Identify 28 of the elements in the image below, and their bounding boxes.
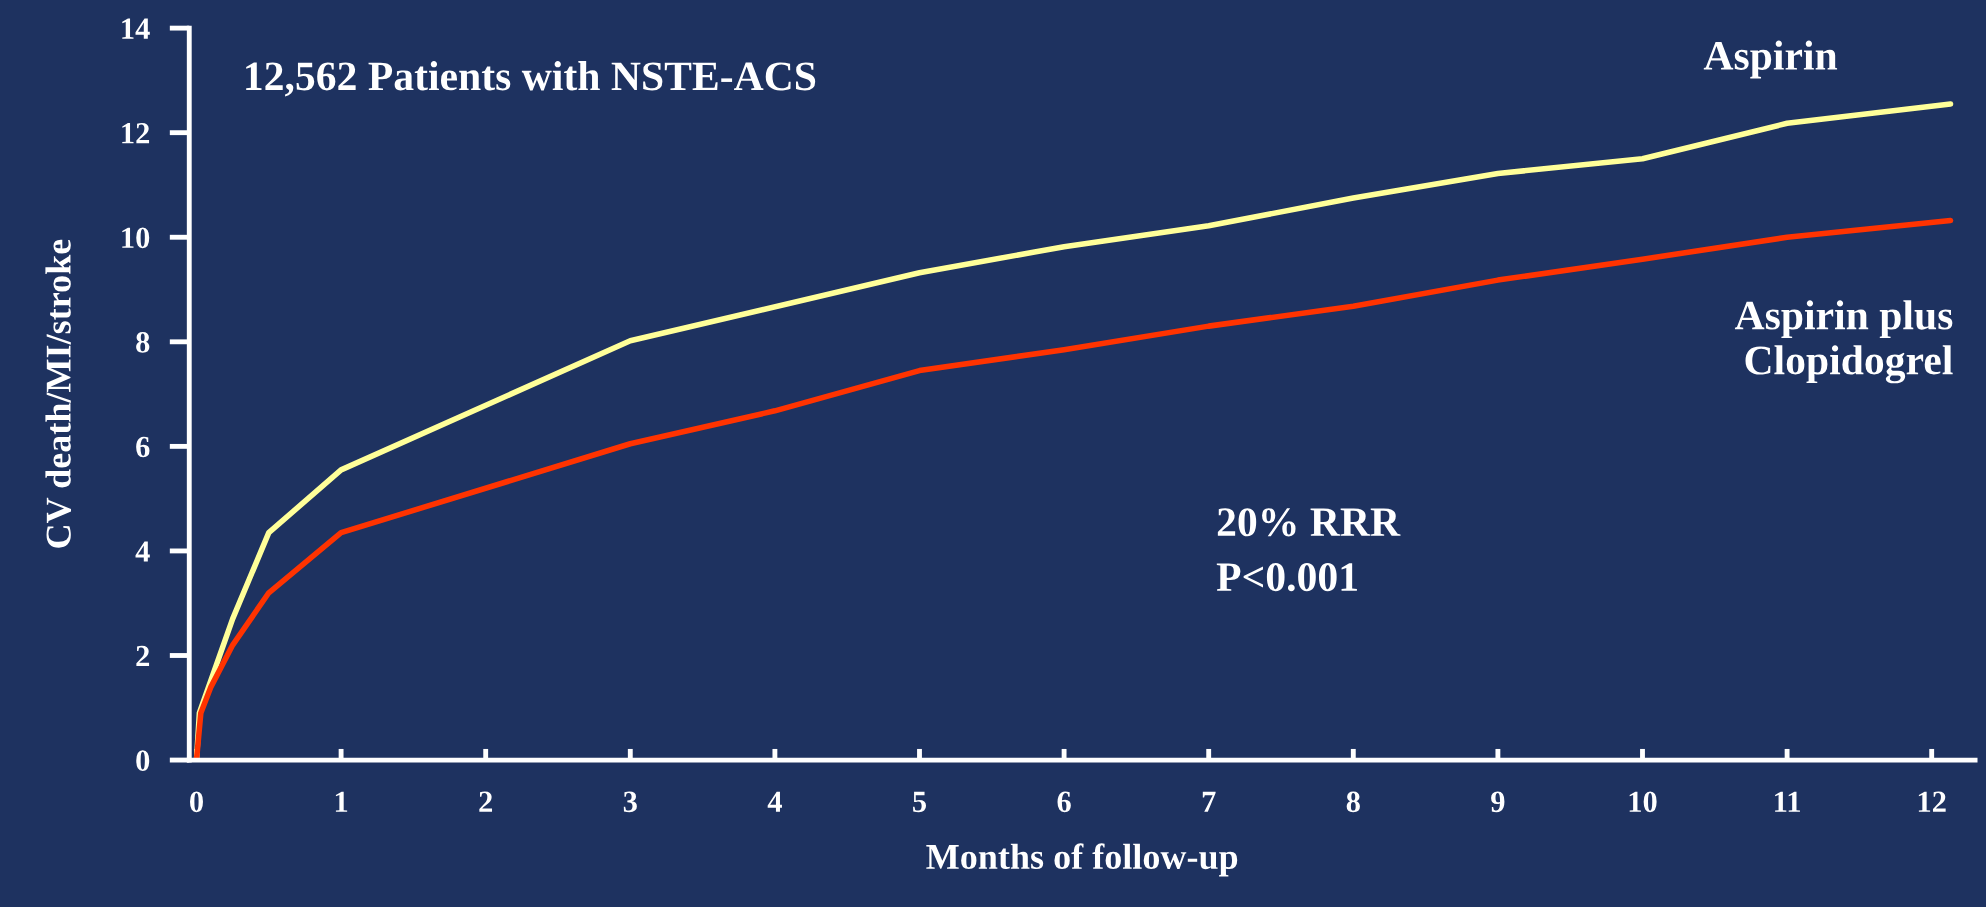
y-tick-label: 8	[136, 332, 150, 353]
x-tick-label: 1	[335, 791, 348, 812]
y-axis-title: CV death/MI/stroke	[45, 239, 72, 548]
y-tick-label: 4	[135, 541, 150, 562]
x-tick-label: 7	[1202, 791, 1216, 812]
y-tick-label: 14	[122, 18, 150, 39]
x-tick-label: 10	[1629, 791, 1657, 813]
x-tick-label: 12	[1918, 791, 1946, 812]
y-tick-label: 0	[136, 750, 150, 771]
x-tick-label: 4	[767, 791, 782, 812]
annotation: P<0.001	[1216, 563, 1357, 592]
series-label: Aspirin	[1703, 40, 1838, 79]
x-tick-label: 3	[623, 791, 637, 813]
y-tick-label: 6	[136, 436, 150, 458]
x-tick-label: 11	[1775, 791, 1800, 812]
x-tick-label: 0	[190, 791, 203, 813]
annotation: 20% RRR	[1217, 508, 1401, 537]
y-tick-label: 10	[122, 227, 150, 249]
series-label: Aspirin plus Clopidogrel	[1734, 300, 1953, 384]
y-tick-label: 12	[122, 123, 150, 144]
x-tick-label: 2	[479, 791, 493, 812]
x-axis-title: Months of follow-up	[926, 843, 1238, 877]
y-tick-label: 2	[136, 645, 150, 667]
x-tick-label: 9	[1491, 791, 1505, 813]
text: 12,562 Patients with NSTE-ACS	[246, 61, 816, 97]
x-tick-label: 8	[1346, 791, 1360, 813]
x-tick-label: 6	[1057, 791, 1071, 813]
x-tick-label: 5	[913, 791, 927, 813]
